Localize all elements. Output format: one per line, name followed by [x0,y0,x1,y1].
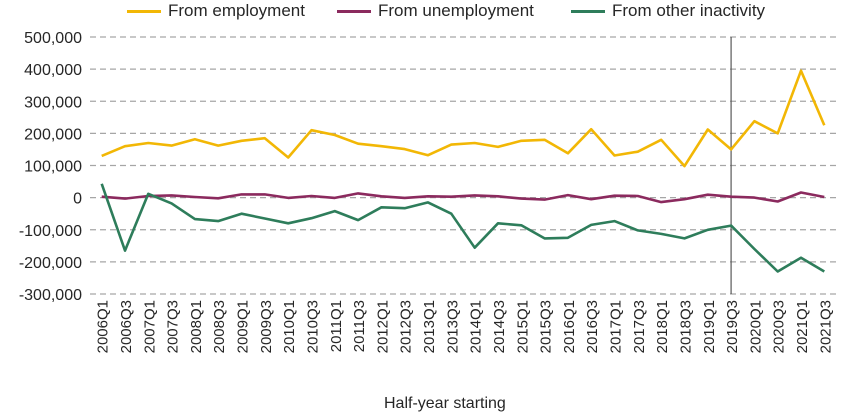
x-axis-title: Half-year starting [384,395,506,412]
x-tick-label: 2015Q1 [514,300,531,353]
x-tick-label: 2011Q1 [328,300,345,352]
series-line-from-other-inactivity [100,183,825,273]
y-tick-label: 300,000 [24,94,82,111]
x-tick-label: 2014Q3 [491,300,508,353]
series-line-from-unemployment [101,191,825,204]
x-tick-label: 2010Q3 [304,300,321,353]
x-tick-label: 2006Q1 [95,300,112,353]
y-tick-label: 500,000 [24,30,82,47]
legend-swatch-employment [127,9,161,13]
x-tick-label: 2012Q1 [374,300,391,353]
x-tick-label: 2008Q1 [188,300,205,353]
legend-label-other-inactivity: From other inactivity [612,1,766,20]
x-tick-label: 2015Q3 [538,300,555,353]
legend-swatch-other-inactivity [571,9,605,13]
x-tick-label: 2007Q3 [165,300,182,353]
legend-label-unemployment: From unemployment [378,1,534,20]
y-tick-label: 100,000 [24,159,82,176]
y-tick-label: -100,000 [19,223,82,240]
x-tick-label: 2021Q1 [794,300,811,353]
y-tick-label: -200,000 [19,255,82,272]
legend: From employment From unemployment From o… [0,0,848,24]
x-tick-label: 2006Q3 [118,300,135,353]
x-tick-label: 2012Q3 [398,300,415,353]
y-tick-label: 200,000 [24,126,82,143]
x-tick-label: 2020Q1 [747,300,764,353]
x-tick-label: 2009Q1 [235,300,252,353]
series-lines [100,69,826,273]
x-tick-label: 2013Q1 [421,300,438,353]
legend-swatch-unemployment [337,9,371,13]
x-tick-label: 2020Q3 [771,300,788,353]
legend-item-unemployment: From unemployment [337,1,534,21]
series-line-from-employment [101,69,826,168]
y-tick-label: 400,000 [24,62,82,79]
x-tick-label: 2009Q3 [258,300,275,353]
x-tick-label: 2019Q1 [701,300,718,353]
x-tick-label: 2011Q3 [351,300,368,352]
y-tick-label: 0 [73,191,82,208]
x-tick-label: 2014Q1 [468,300,485,353]
x-tick-label: 2021Q3 [817,300,834,353]
legend-item-employment: From employment [127,1,305,21]
x-tick-label: 2013Q3 [444,300,461,353]
x-tick-label: 2019Q3 [724,300,741,353]
x-tick-label: 2017Q1 [608,300,625,353]
y-axis-ticks: -300,000 -200,000 -100,000 0 100,000 200,000 3… [19,30,82,304]
x-tick-label: 2007Q1 [141,300,158,353]
gridlines [90,36,836,295]
legend-item-other-inactivity: From other inactivity [571,1,765,21]
x-tick-label: 2010Q1 [281,300,298,353]
x-tick-label: 2008Q3 [211,300,228,353]
x-axis-ticks: 2006Q1 2006Q3 2007Q1 2007Q3 2008Q1 2008Q3 2009… [95,300,835,353]
x-tick-label: 2018Q3 [677,300,694,353]
x-tick-label: 2017Q3 [631,300,648,353]
legend-label-employment: From employment [168,1,305,20]
y-tick-label: -300,000 [19,287,82,304]
x-tick-label: 2018Q1 [654,300,671,353]
x-tick-label: 2016Q3 [584,300,601,353]
x-tick-label: 2016Q1 [561,300,578,353]
